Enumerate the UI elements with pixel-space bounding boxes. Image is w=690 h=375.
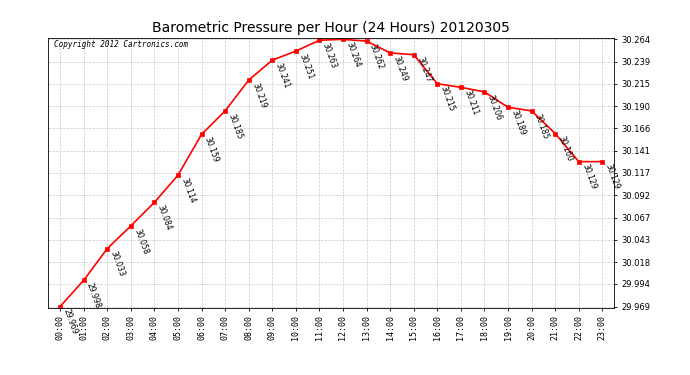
Text: 30.114: 30.114	[179, 177, 197, 205]
Text: 30.264: 30.264	[344, 41, 362, 69]
Text: 30.129: 30.129	[580, 163, 598, 191]
Text: 30.262: 30.262	[368, 42, 386, 70]
Text: 30.219: 30.219	[250, 81, 268, 110]
Text: 30.160: 30.160	[557, 135, 574, 163]
Text: 30.185: 30.185	[533, 112, 551, 140]
Text: 30.185: 30.185	[226, 112, 244, 140]
Text: 30.189: 30.189	[509, 109, 527, 136]
Text: 30.058: 30.058	[132, 227, 150, 255]
Text: 30.084: 30.084	[156, 204, 173, 232]
Text: 30.129: 30.129	[604, 163, 621, 191]
Text: 30.249: 30.249	[391, 54, 409, 82]
Text: 30.215: 30.215	[439, 85, 456, 113]
Text: 30.247: 30.247	[415, 56, 433, 84]
Text: 30.033: 30.033	[108, 250, 126, 278]
Text: 30.159: 30.159	[203, 136, 221, 164]
Text: 29.998: 29.998	[85, 282, 103, 310]
Text: Copyright 2012 Cartronics.com: Copyright 2012 Cartronics.com	[54, 40, 188, 49]
Text: 29.969: 29.969	[61, 308, 79, 336]
Title: Barometric Pressure per Hour (24 Hours) 20120305: Barometric Pressure per Hour (24 Hours) …	[152, 21, 510, 35]
Text: 30.251: 30.251	[297, 53, 315, 81]
Text: 30.241: 30.241	[274, 62, 291, 90]
Text: 30.263: 30.263	[321, 42, 338, 70]
Text: 30.211: 30.211	[462, 89, 480, 117]
Text: 30.206: 30.206	[486, 93, 504, 122]
